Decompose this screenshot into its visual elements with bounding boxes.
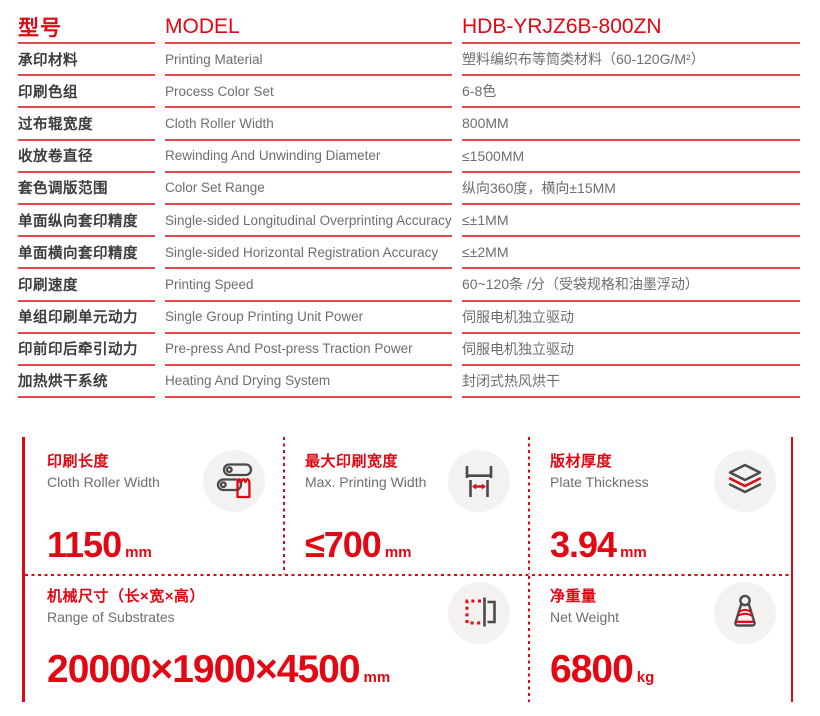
card-value-row: 6800 kg — [550, 648, 654, 692]
card-unit: mm — [363, 669, 391, 686]
highlight-panel: 印刷长度 Cloth Roller Width 1150 mm — [22, 437, 793, 702]
card-title-cn: 净重量 — [550, 588, 597, 605]
table-row: 加热烘干系统 Heating And Drying System 封闭式热风烘干 — [18, 366, 800, 399]
card-machine-dimensions: 机械尺寸（长×宽×高） Range of Substrates 20000×19… — [25, 576, 528, 702]
spec-table-rows: 承印材料 Printing Material 塑料编织布等筒类材料（60-120… — [18, 44, 800, 399]
card-value-row: 3.94 mm — [550, 524, 647, 566]
row-value: ≤±2MM — [462, 237, 800, 270]
dotted-divider-vertical — [528, 437, 530, 574]
card-unit: mm — [125, 544, 152, 561]
card-value: 3.94 — [550, 524, 617, 565]
card-value: 20000×1900×4500 — [47, 648, 361, 691]
row-label-en: Printing Speed — [165, 269, 452, 302]
card-value-row: 20000×1900×4500 mm — [47, 648, 390, 692]
icon-circle — [714, 582, 776, 644]
row-value: 6-8色 — [462, 76, 800, 109]
table-row: 收放卷直径 Rewinding And Unwinding Diameter ≤… — [18, 141, 800, 173]
icon-circle — [448, 450, 510, 512]
row-value: 伺服电机独立驱动 — [462, 334, 800, 366]
spec-table-header: 型号 MODEL HDB-YRJZ6B-800ZN — [18, 11, 800, 44]
card-value: 1150 — [47, 524, 122, 565]
card-max-printing-width: 最大印刷宽度 Max. Printing Width ≤700 — [283, 437, 528, 574]
card-title-en: Net Weight — [550, 609, 619, 625]
row-label-en: Color Set Range — [165, 173, 452, 205]
header-label-en: MODEL — [165, 11, 452, 44]
weight-icon — [734, 594, 756, 627]
card-value-row: ≤700 mm — [305, 524, 412, 566]
card-title-en: Max. Printing Width — [305, 474, 427, 490]
icon-circle — [448, 582, 510, 644]
row-label-en: Printing Material — [165, 44, 452, 77]
card-value: ≤700 — [305, 524, 382, 565]
card-value: 6800 — [550, 648, 634, 691]
row-value: 塑料编织布等筒类材料（60-120G/M²） — [462, 44, 800, 77]
row-value: 封闭式热风烘干 — [462, 366, 800, 399]
table-row: 单组印刷单元动力 Single Group Printing Unit Powe… — [18, 302, 800, 334]
table-row: 单面横向套印精度 Single-sided Horizontal Registr… — [18, 237, 800, 270]
row-value: 伺服电机独立驱动 — [462, 302, 800, 334]
card-title-en: Range of Substrates — [47, 609, 175, 625]
row-label-cn: 加热烘干系统 — [18, 366, 155, 399]
card-plate-thickness: 版材厚度 Plate Thickness 3.94 mm — [528, 437, 794, 574]
table-row: 印前印后牵引动力 Pre-press And Post-press Tracti… — [18, 334, 800, 366]
card-unit: mm — [620, 544, 647, 561]
card-title-cn: 机械尺寸（长×宽×高） — [47, 588, 206, 605]
row-label-cn: 套色调版范围 — [18, 173, 155, 205]
header-label-cn: 型号 — [18, 11, 155, 44]
row-label-en: Process Color Set — [165, 76, 452, 109]
card-title-en: Cloth Roller Width — [47, 474, 160, 490]
row-label-cn: 承印材料 — [18, 44, 155, 77]
table-row: 印刷速度 Printing Speed 60~120条 /分（受袋规格和油墨浮动… — [18, 269, 800, 302]
row-value: ≤1500MM — [462, 141, 800, 173]
dotted-divider-horizontal — [25, 574, 791, 576]
card-unit: kg — [636, 669, 655, 686]
row-label-en: Single-sided Longitudinal Overprinting A… — [165, 205, 452, 238]
row-label-en: Single Group Printing Unit Power — [165, 302, 452, 334]
table-row: 套色调版范围 Color Set Range 纵向360度，横向±15MM — [18, 173, 800, 205]
row-label-cn: 单组印刷单元动力 — [18, 302, 155, 334]
spec-table: 型号 MODEL HDB-YRJZ6B-800ZN 承印材料 Printing … — [18, 11, 800, 399]
row-label-en: Cloth Roller Width — [165, 108, 452, 141]
width-arrow-icon — [465, 466, 493, 497]
rollers-icon — [216, 463, 253, 499]
row-label-en: Rewinding And Unwinding Diameter — [165, 141, 452, 173]
row-value: ≤±1MM — [462, 205, 800, 238]
card-title-cn: 最大印刷宽度 — [305, 453, 399, 470]
row-value: 60~120条 /分（受袋规格和油墨浮动） — [462, 269, 800, 302]
row-label-en: Pre-press And Post-press Traction Power — [165, 334, 452, 366]
row-label-cn: 单面纵向套印精度 — [18, 205, 155, 238]
icon-circle — [203, 450, 265, 512]
row-label-cn: 印前印后牵引动力 — [18, 334, 155, 366]
dotted-divider-vertical — [528, 576, 530, 702]
dotted-divider-vertical — [283, 437, 285, 574]
card-printing-length: 印刷长度 Cloth Roller Width 1150 mm — [25, 437, 283, 574]
table-row: 单面纵向套印精度 Single-sided Longitudinal Overp… — [18, 205, 800, 238]
card-net-weight: 净重量 Net Weight 6800 kg — [528, 576, 794, 702]
icon-circle — [714, 450, 776, 512]
card-title-en: Plate Thickness — [550, 474, 649, 490]
card-title-cn: 印刷长度 — [47, 453, 110, 470]
row-label-cn: 收放卷直径 — [18, 141, 155, 173]
row-value: 800MM — [462, 108, 800, 141]
header-model-value: HDB-YRJZ6B-800ZN — [462, 11, 800, 44]
row-label-cn: 过布辊宽度 — [18, 108, 155, 141]
table-row: 承印材料 Printing Material 塑料编织布等筒类材料（60-120… — [18, 44, 800, 77]
table-row: 印刷色组 Process Color Set 6-8色 — [18, 76, 800, 109]
row-value: 纵向360度，横向±15MM — [462, 173, 800, 205]
machine-dimensions-icon — [465, 597, 496, 627]
row-label-cn: 单面横向套印精度 — [18, 237, 155, 270]
table-row: 过布辊宽度 Cloth Roller Width 800MM — [18, 108, 800, 141]
row-label-cn: 印刷速度 — [18, 269, 155, 302]
row-label-en: Heating And Drying System — [165, 366, 452, 399]
card-value-row: 1150 mm — [47, 524, 152, 566]
plate-layers-icon — [728, 463, 762, 494]
row-label-en: Single-sided Horizontal Registration Acc… — [165, 237, 452, 270]
card-title-cn: 版材厚度 — [550, 453, 613, 470]
row-label-cn: 印刷色组 — [18, 76, 155, 109]
card-unit: mm — [384, 544, 412, 561]
